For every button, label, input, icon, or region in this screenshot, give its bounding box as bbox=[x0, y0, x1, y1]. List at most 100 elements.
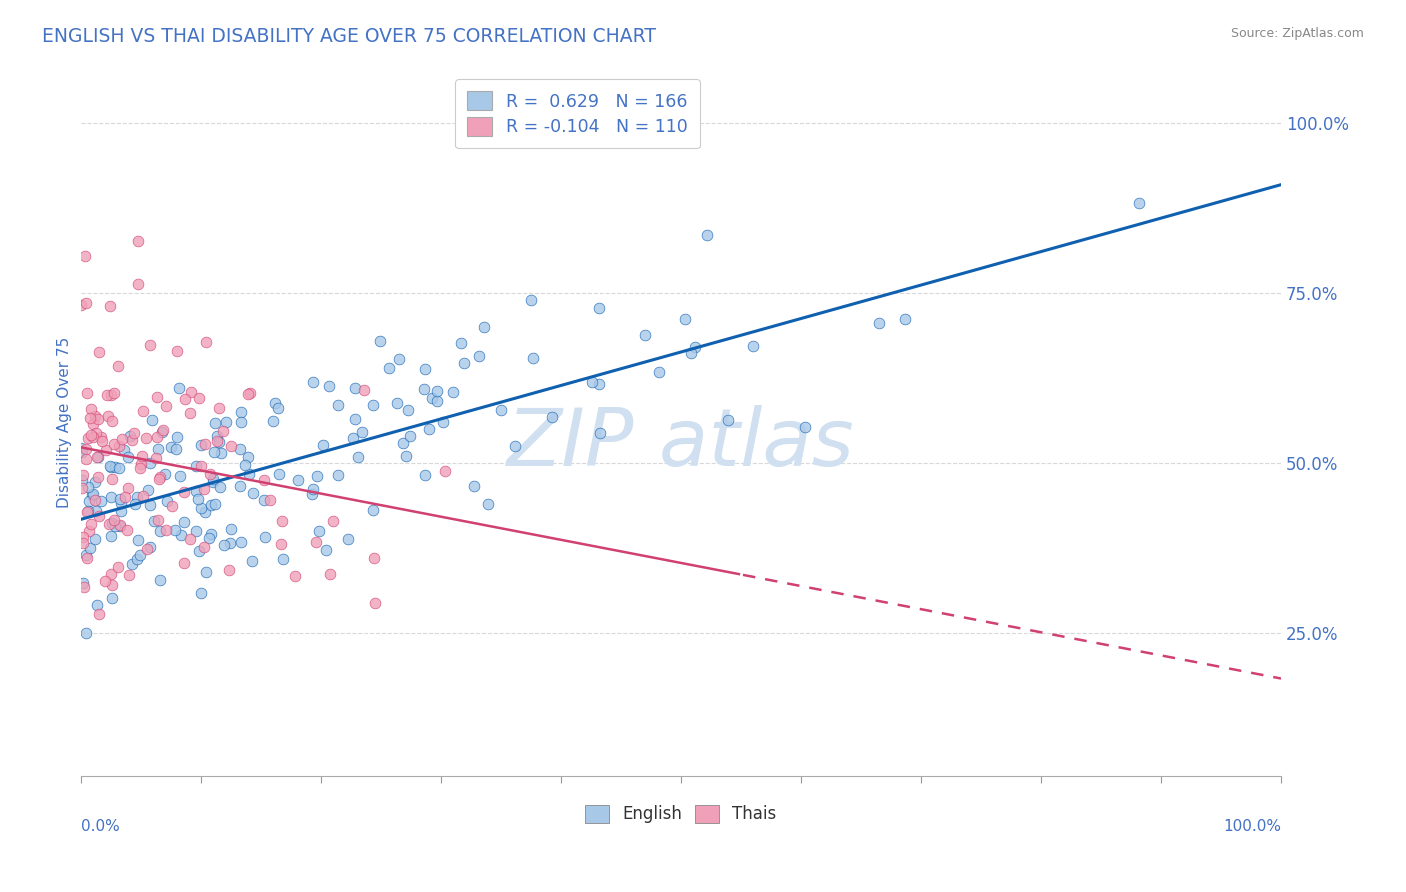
Point bbox=[195, 566, 218, 580]
Point bbox=[179, 532, 201, 546]
Point bbox=[107, 359, 129, 373]
Point bbox=[101, 578, 124, 592]
Point bbox=[97, 409, 120, 424]
Y-axis label: Disability Age Over 75: Disability Age Over 75 bbox=[58, 336, 72, 508]
Point bbox=[209, 446, 232, 460]
Point bbox=[82, 487, 104, 501]
Point bbox=[229, 405, 252, 419]
Point bbox=[385, 395, 408, 409]
Point bbox=[426, 393, 449, 408]
Point bbox=[72, 467, 94, 482]
Point bbox=[77, 480, 100, 494]
Text: Source: ZipAtlas.com: Source: ZipAtlas.com bbox=[1230, 27, 1364, 40]
Point bbox=[589, 425, 612, 440]
Point bbox=[388, 352, 411, 367]
Point bbox=[193, 482, 215, 496]
Point bbox=[312, 438, 335, 452]
Point bbox=[107, 559, 129, 574]
Point bbox=[208, 401, 231, 415]
Point bbox=[70, 444, 93, 458]
Point bbox=[98, 299, 121, 313]
Point bbox=[80, 516, 103, 531]
Point bbox=[83, 493, 105, 508]
Point bbox=[240, 554, 263, 568]
Point bbox=[229, 478, 252, 492]
Point bbox=[186, 483, 208, 498]
Point bbox=[94, 443, 117, 458]
Point bbox=[86, 450, 108, 465]
Point bbox=[308, 524, 330, 538]
Point bbox=[112, 443, 135, 458]
Point bbox=[581, 375, 603, 389]
Legend: English, Thais: English, Thais bbox=[576, 797, 785, 831]
Point bbox=[194, 437, 217, 451]
Point bbox=[190, 585, 212, 599]
Point bbox=[184, 524, 207, 539]
Point bbox=[477, 497, 499, 511]
Point bbox=[83, 532, 105, 546]
Point bbox=[219, 536, 242, 550]
Point bbox=[301, 486, 323, 500]
Text: ENGLISH VS THAI DISABILITY AGE OVER 75 CORRELATION CHART: ENGLISH VS THAI DISABILITY AGE OVER 75 C… bbox=[42, 27, 657, 45]
Point bbox=[117, 450, 139, 464]
Point bbox=[136, 541, 159, 556]
Point bbox=[148, 472, 170, 486]
Point bbox=[75, 626, 97, 640]
Point bbox=[170, 528, 193, 542]
Point bbox=[103, 385, 125, 400]
Point bbox=[169, 468, 191, 483]
Point bbox=[347, 450, 370, 465]
Text: 0.0%: 0.0% bbox=[80, 819, 120, 834]
Point bbox=[110, 504, 132, 518]
Point bbox=[233, 458, 256, 473]
Point bbox=[520, 293, 543, 307]
Point bbox=[396, 402, 419, 417]
Point bbox=[146, 390, 169, 404]
Point bbox=[77, 504, 100, 518]
Point bbox=[315, 543, 337, 558]
Point bbox=[489, 402, 512, 417]
Point bbox=[166, 430, 188, 444]
Point bbox=[894, 311, 917, 326]
Point bbox=[326, 398, 349, 412]
Point bbox=[342, 431, 364, 445]
Point bbox=[77, 524, 100, 538]
Point bbox=[80, 402, 103, 417]
Point bbox=[361, 398, 384, 412]
Point bbox=[76, 505, 98, 519]
Point bbox=[198, 467, 221, 482]
Point bbox=[254, 530, 277, 544]
Point bbox=[160, 440, 183, 454]
Point bbox=[679, 346, 702, 360]
Point bbox=[179, 406, 201, 420]
Point bbox=[149, 524, 172, 538]
Point bbox=[267, 467, 290, 482]
Point bbox=[204, 416, 226, 430]
Point bbox=[86, 450, 108, 464]
Point bbox=[343, 412, 366, 426]
Point bbox=[173, 556, 195, 570]
Point bbox=[139, 337, 162, 351]
Point bbox=[318, 379, 340, 393]
Point bbox=[101, 516, 124, 531]
Point bbox=[453, 356, 475, 370]
Point bbox=[89, 607, 111, 621]
Point bbox=[426, 384, 449, 398]
Point bbox=[741, 339, 763, 353]
Point bbox=[202, 472, 225, 486]
Point bbox=[378, 360, 401, 375]
Point bbox=[190, 438, 212, 452]
Point bbox=[150, 425, 173, 439]
Point bbox=[200, 498, 222, 512]
Point bbox=[139, 540, 162, 554]
Point bbox=[132, 489, 155, 503]
Point bbox=[187, 391, 209, 405]
Point bbox=[163, 524, 186, 538]
Point bbox=[110, 496, 132, 510]
Point bbox=[93, 574, 115, 589]
Point bbox=[267, 401, 290, 415]
Point bbox=[82, 488, 104, 502]
Point bbox=[152, 423, 174, 437]
Point bbox=[86, 470, 108, 484]
Point bbox=[229, 535, 252, 549]
